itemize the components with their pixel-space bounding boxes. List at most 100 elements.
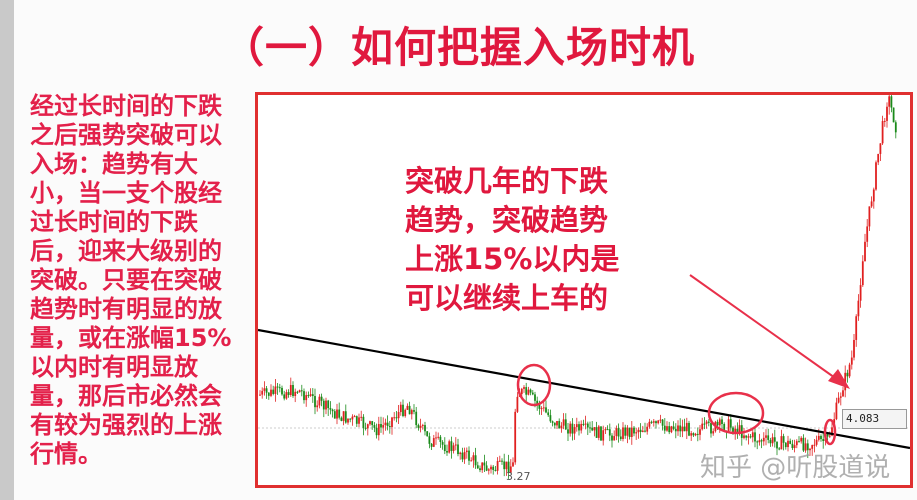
candle-body <box>699 429 701 435</box>
candle-body <box>679 425 682 432</box>
candle-body <box>485 465 488 471</box>
candle-body <box>470 460 473 462</box>
candle-body <box>589 427 591 429</box>
candle-body <box>514 411 517 463</box>
candle-body <box>318 396 321 406</box>
candle-body <box>782 436 785 443</box>
candle-body <box>461 452 464 460</box>
candle-body <box>421 425 424 427</box>
candle-body <box>459 452 462 455</box>
candle-body <box>507 461 510 473</box>
candle-body <box>628 427 631 437</box>
trendline <box>258 328 910 450</box>
candle-body <box>705 421 708 424</box>
candle-body <box>659 419 662 421</box>
candle-body <box>872 189 875 202</box>
candle-body <box>487 469 490 471</box>
candle-body <box>822 439 825 441</box>
candle-body <box>369 421 371 425</box>
candle-body <box>652 421 655 423</box>
candle-body <box>551 421 554 423</box>
candle-body <box>531 392 534 395</box>
candle-body <box>571 423 574 434</box>
candle-body <box>886 106 888 121</box>
candle-body <box>890 96 893 108</box>
candle-body <box>479 468 481 471</box>
left-text-line: 突破。只要在突破 <box>30 266 222 294</box>
candle-body <box>760 440 763 442</box>
candle-body <box>452 445 455 451</box>
candle-body <box>413 410 415 412</box>
low-price-label: 3.27 <box>506 470 531 483</box>
candle-body <box>325 400 327 410</box>
candle-body <box>443 444 446 452</box>
candle-body <box>626 427 629 436</box>
candle-body <box>776 441 778 449</box>
slide-left-strip <box>0 0 14 500</box>
candle-body <box>580 423 583 431</box>
highlight-circle <box>823 418 837 446</box>
candle-body <box>802 437 805 451</box>
candle-body <box>791 443 794 449</box>
candle-body <box>864 241 866 262</box>
left-text-line: 过长时间的下跌 <box>30 208 198 236</box>
candle-body <box>674 428 677 432</box>
candle-body <box>549 415 552 422</box>
annotation-line: 可以继续上车的 <box>405 281 609 315</box>
candle-body <box>496 461 499 471</box>
candle-body <box>875 162 877 190</box>
candle-body <box>879 143 882 154</box>
candle-body <box>410 410 413 415</box>
price-label: 4.083 <box>842 409 907 429</box>
candle-body <box>408 405 411 415</box>
watermark: 知乎 @听股道说 <box>700 453 891 483</box>
candle-body <box>846 372 849 377</box>
candle-body <box>270 389 272 396</box>
left-text-line: 量，那后市必然会 <box>30 382 222 410</box>
candle-body <box>437 436 440 438</box>
candle-body <box>650 421 653 423</box>
candlestick-chart <box>258 95 910 479</box>
candle-body <box>617 428 620 437</box>
candle-body <box>285 392 288 399</box>
candle-body <box>672 426 675 429</box>
chart-annotation: 突破几年的下跌 趋势，突破趋势 上涨15%以内是 可以继续上车的 <box>405 162 619 318</box>
candle-body <box>826 433 829 437</box>
candle-body <box>336 409 338 419</box>
candle-body <box>567 429 569 434</box>
candle-body <box>417 425 420 428</box>
candle-body <box>736 428 739 434</box>
candle-body <box>534 394 536 401</box>
candle-body <box>798 441 800 443</box>
candle-body <box>837 397 840 403</box>
annotation-line: 突破几年的下跌 <box>405 164 609 198</box>
candle-body <box>859 285 862 301</box>
candle-body <box>721 419 723 424</box>
candle-body <box>661 419 664 426</box>
candle-body <box>384 422 387 426</box>
candle-body <box>281 387 283 395</box>
candle-body <box>811 445 814 449</box>
candle-body <box>881 121 884 144</box>
candle-body <box>839 396 842 398</box>
candle-body <box>327 400 330 409</box>
candle-body <box>435 437 437 439</box>
candle-body <box>371 421 374 426</box>
candle-body <box>606 429 609 431</box>
candle-body <box>681 426 684 432</box>
candle-body <box>540 408 543 410</box>
candle-body <box>344 411 347 423</box>
candle-body <box>848 364 851 377</box>
candle-body <box>815 439 818 445</box>
candle-body <box>481 462 484 471</box>
candle-body <box>771 437 774 444</box>
candle-body <box>538 403 541 409</box>
candle-body <box>320 396 323 401</box>
candle-body <box>842 390 844 397</box>
candle-body <box>604 429 607 431</box>
candle-body <box>355 416 358 424</box>
candle-body <box>738 425 741 434</box>
candle-body <box>503 461 506 470</box>
candle-body <box>329 408 332 410</box>
candle-body <box>432 438 435 447</box>
